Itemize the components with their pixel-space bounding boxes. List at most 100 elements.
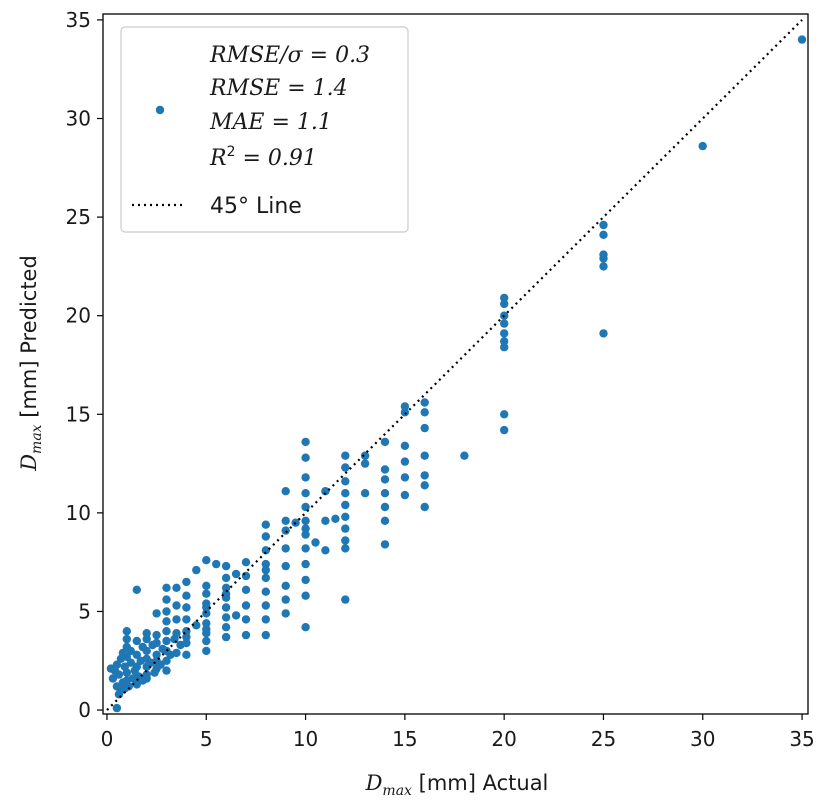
y-tick-label-5: 5 (78, 599, 91, 623)
data-point-133 (301, 516, 310, 525)
data-point-166 (400, 473, 410, 482)
data-point-105 (241, 585, 251, 594)
data-point-80 (202, 636, 211, 646)
data-point-120 (281, 561, 290, 571)
y-tick-label-30: 30 (66, 107, 91, 131)
legend-stat-line-4: R2 = 0.91 (209, 144, 317, 171)
data-point-177 (420, 398, 429, 407)
data-point-99 (221, 589, 231, 598)
data-point-100 (231, 611, 241, 620)
y-tick-label-25: 25 (66, 205, 91, 229)
data-point-140 (311, 538, 320, 547)
data-point-7 (114, 670, 124, 679)
x-tick-label-0: 0 (101, 727, 114, 751)
data-point-92 (221, 623, 231, 632)
legend-marker-points (155, 105, 165, 115)
data-point-106 (241, 571, 251, 581)
data-point-52 (162, 666, 171, 675)
data-point-79 (202, 646, 211, 656)
legend: RMSE/σ = 0.3 RMSE = 1.4 MAE = 1.1 R2 = 0… (120, 26, 409, 233)
data-point-17 (122, 652, 131, 661)
data-point-150 (341, 500, 350, 510)
data-point-181 (500, 343, 509, 352)
data-point-155 (360, 489, 370, 498)
data-point-149 (341, 512, 350, 521)
x-axis-label: Dmax [mm] Actual (365, 771, 549, 799)
data-point-187 (500, 293, 509, 303)
data-point-179 (500, 425, 509, 435)
data-point-148 (341, 524, 350, 533)
data-point-26 (132, 650, 141, 659)
data-point-59 (162, 595, 171, 604)
data-point-57 (162, 617, 171, 626)
y-axis-ticks: 0 5 10 15 20 25 30 35 (66, 8, 103, 722)
data-point-38 (142, 634, 151, 644)
data-point-15 (122, 634, 131, 644)
data-point-93 (221, 613, 231, 622)
data-point-154 (341, 451, 350, 460)
data-point-165 (400, 490, 410, 500)
legend-stat-line-2: RMSE = 1.4 (209, 76, 348, 101)
data-point-178 (460, 451, 469, 460)
data-point-118 (281, 609, 290, 618)
data-point-77 (192, 621, 201, 630)
data-point-193 (599, 220, 608, 230)
data-point-27 (132, 636, 141, 646)
data-point-16 (122, 627, 131, 636)
data-point-157 (360, 451, 370, 460)
data-point-73 (182, 603, 191, 612)
data-point-90 (212, 559, 221, 569)
data-point-114 (261, 546, 270, 555)
x-tick-label-35: 35 (789, 727, 814, 751)
data-point-125 (281, 595, 290, 604)
data-point-101 (231, 569, 241, 579)
data-point-29 (132, 662, 141, 671)
y-tick-label-0: 0 (78, 698, 91, 722)
legend-stat-line-1: RMSE/σ = 0.3 (209, 43, 370, 68)
data-point-89 (202, 603, 211, 612)
data-point-184 (500, 319, 509, 328)
data-point-123 (281, 516, 290, 525)
y-tick-label-10: 10 (66, 501, 91, 525)
data-point-85 (202, 589, 211, 598)
y-axis-label: Dmax [mm] Predicted (17, 255, 45, 472)
data-point-97 (221, 573, 231, 583)
data-point-22 (126, 646, 135, 656)
y-tick-label-15: 15 (66, 402, 91, 426)
data-point-131 (301, 544, 310, 553)
data-point-143 (321, 487, 330, 496)
data-point-124 (281, 487, 290, 496)
data-point-58 (162, 607, 171, 616)
data-point-180 (500, 410, 509, 419)
data-point-130 (301, 559, 310, 569)
data-point-70 (182, 638, 191, 648)
data-point-175 (420, 423, 429, 433)
data-point-188 (599, 329, 608, 338)
data-point-122 (281, 526, 290, 535)
data-point-164 (380, 437, 390, 447)
data-point-25 (132, 680, 141, 689)
data-point-1 (108, 674, 118, 683)
data-point-28 (132, 585, 141, 594)
data-point-161 (380, 489, 390, 498)
data-point-63 (172, 648, 181, 658)
data-point-21 (126, 658, 135, 667)
data-point-3 (112, 703, 122, 713)
data-point-37 (142, 646, 151, 656)
data-point-98 (221, 561, 231, 571)
data-point-173 (420, 471, 429, 480)
data-point-75 (182, 577, 191, 587)
data-point-113 (261, 559, 270, 569)
data-point-139 (301, 524, 310, 533)
data-point-65 (172, 615, 181, 624)
x-tick-label-5: 5 (200, 727, 213, 751)
data-point-46 (152, 638, 161, 648)
data-point-107 (241, 558, 251, 567)
data-point-53 (162, 656, 171, 665)
data-point-56 (162, 627, 171, 636)
data-point-163 (380, 465, 390, 474)
data-point-176 (420, 408, 429, 417)
data-point-159 (380, 516, 390, 525)
data-point-87 (202, 556, 211, 565)
